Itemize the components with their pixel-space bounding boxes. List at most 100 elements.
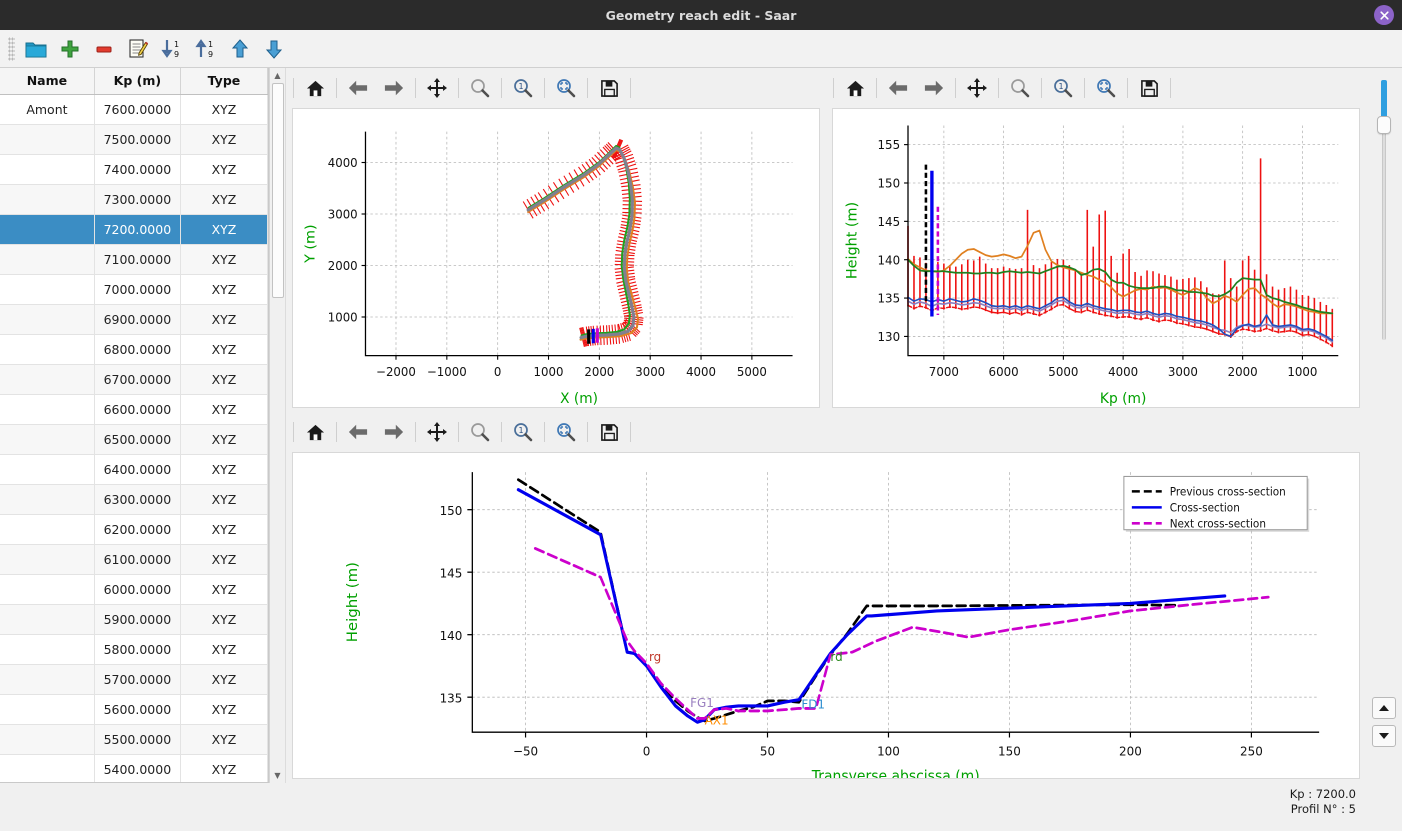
open-folder-button[interactable] [20, 34, 52, 64]
cell-type[interactable]: XYZ [180, 694, 268, 725]
scroll-down-icon[interactable]: ▼ [270, 768, 285, 783]
back-button[interactable] [340, 72, 376, 104]
cell-kp[interactable]: 6900.0000 [94, 304, 181, 335]
table-row[interactable]: 6600.0000 XYZ [0, 394, 268, 425]
zoom-fit-button[interactable] [548, 72, 584, 104]
save-button[interactable] [1131, 72, 1167, 104]
table-row[interactable]: 6200.0000 XYZ [0, 514, 268, 545]
cell-kp[interactable]: 6700.0000 [94, 364, 181, 395]
cell-type[interactable]: XYZ [180, 604, 268, 635]
cell-kp[interactable]: 7600.0000 [94, 94, 181, 125]
cell-kp[interactable]: 6800.0000 [94, 334, 181, 365]
cell-name[interactable] [0, 574, 95, 605]
table-row[interactable]: 6100.0000 XYZ [0, 544, 268, 575]
column-header-name[interactable]: Name [0, 68, 95, 95]
cell-type[interactable]: XYZ [180, 424, 268, 455]
cell-type[interactable]: XYZ [180, 304, 268, 335]
spin-down-button[interactable] [1372, 725, 1396, 747]
table-row[interactable]: 6700.0000 XYZ [0, 364, 268, 395]
cell-kp[interactable]: 7400.0000 [94, 154, 181, 185]
cell-name[interactable] [0, 484, 95, 515]
cell-kp[interactable]: 5800.0000 [94, 634, 181, 665]
table-row[interactable]: 5900.0000 XYZ [0, 604, 268, 635]
pan-button[interactable] [419, 416, 455, 448]
cell-name[interactable] [0, 604, 95, 635]
cell-name[interactable] [0, 694, 95, 725]
cell-kp[interactable]: 6400.0000 [94, 454, 181, 485]
table-row[interactable]: 6300.0000 XYZ [0, 484, 268, 515]
zoom-fit-button[interactable] [1088, 72, 1124, 104]
table-row[interactable]: 5500.0000 XYZ [0, 724, 268, 755]
cell-kp[interactable]: 6500.0000 [94, 424, 181, 455]
forward-button[interactable] [376, 72, 412, 104]
cell-name[interactable] [0, 184, 95, 215]
cell-type[interactable]: XYZ [180, 544, 268, 575]
table-row[interactable]: 6400.0000 XYZ [0, 454, 268, 485]
cell-kp[interactable]: 5400.0000 [94, 754, 181, 782]
table-row[interactable]: 7300.0000 XYZ [0, 184, 268, 215]
back-button[interactable] [880, 72, 916, 104]
cell-name[interactable] [0, 514, 95, 545]
spin-up-button[interactable] [1372, 697, 1396, 719]
cell-type[interactable]: XYZ [180, 184, 268, 215]
cell-name[interactable] [0, 244, 95, 275]
cell-kp[interactable]: 6300.0000 [94, 484, 181, 515]
cell-name[interactable] [0, 424, 95, 455]
cell-type[interactable]: XYZ [180, 394, 268, 425]
zoom-button[interactable] [462, 416, 498, 448]
column-header-type[interactable]: Type [180, 68, 268, 95]
cell-name[interactable] [0, 394, 95, 425]
cell-name[interactable] [0, 334, 95, 365]
cell-type[interactable]: XYZ [180, 214, 268, 245]
cell-name[interactable] [0, 364, 95, 395]
table-row[interactable]: 6800.0000 XYZ [0, 334, 268, 365]
scrollbar-track[interactable] [270, 83, 285, 768]
longitudinal-profile-canvas[interactable]: 7000 6000 5000 4000 3000 2000 1000 130 135 140 145… [832, 108, 1360, 408]
cell-type[interactable]: XYZ [180, 754, 268, 782]
pan-button[interactable] [959, 72, 995, 104]
zoom-one-button[interactable]: 1 [505, 416, 541, 448]
table-row[interactable]: 7500.0000 XYZ [0, 124, 268, 155]
cell-kp[interactable]: 6000.0000 [94, 574, 181, 605]
table-row[interactable]: 5400.0000 XYZ [0, 754, 268, 782]
cell-type[interactable]: XYZ [180, 634, 268, 665]
home-button[interactable] [297, 72, 333, 104]
cell-type[interactable]: XYZ [180, 124, 268, 155]
table-row[interactable]: 5600.0000 XYZ [0, 694, 268, 725]
scroll-up-icon[interactable]: ▲ [270, 68, 285, 83]
cell-name[interactable] [0, 724, 95, 755]
cell-kp[interactable]: 6200.0000 [94, 514, 181, 545]
cell-name[interactable] [0, 304, 95, 335]
table-row[interactable]: Amont 7600.0000 XYZ [0, 94, 268, 125]
table-row[interactable]: 7000.0000 XYZ [0, 274, 268, 305]
move-down-button[interactable] [258, 34, 290, 64]
cell-type[interactable]: XYZ [180, 154, 268, 185]
save-button[interactable] [591, 72, 627, 104]
profile-slider[interactable] [1377, 80, 1391, 340]
table-row[interactable]: 7100.0000 XYZ [0, 244, 268, 275]
cell-name[interactable] [0, 754, 95, 782]
cell-kp[interactable]: 7000.0000 [94, 274, 181, 305]
cell-type[interactable]: XYZ [180, 724, 268, 755]
home-button[interactable] [837, 72, 873, 104]
add-button[interactable] [54, 34, 86, 64]
cell-type[interactable]: XYZ [180, 514, 268, 545]
back-button[interactable] [340, 416, 376, 448]
cell-kp[interactable]: 6100.0000 [94, 544, 181, 575]
column-header-kp[interactable]: Kp (m) [94, 68, 181, 95]
cell-type[interactable]: XYZ [180, 274, 268, 305]
cell-kp[interactable]: 5500.0000 [94, 724, 181, 755]
toolbar-grip[interactable] [8, 36, 15, 61]
slider-track[interactable] [1382, 80, 1386, 340]
cell-name[interactable] [0, 124, 95, 155]
cell-kp[interactable]: 5900.0000 [94, 604, 181, 635]
cell-name[interactable] [0, 274, 95, 305]
cross-section-canvas[interactable]: rg FG1 AX1 FD1 rd −50 0 50 100 150 200 250 135 140 145… [292, 452, 1360, 779]
sort-descending-button[interactable]: 1 9 [156, 34, 188, 64]
cell-name[interactable]: Amont [0, 94, 95, 125]
table-row[interactable]: 7200.0000 XYZ [0, 214, 268, 245]
edit-button[interactable] [122, 34, 154, 64]
table-scrollbar[interactable]: ▲ ▼ [269, 68, 285, 783]
cell-name[interactable] [0, 214, 95, 245]
table-row[interactable]: 5800.0000 XYZ [0, 634, 268, 665]
